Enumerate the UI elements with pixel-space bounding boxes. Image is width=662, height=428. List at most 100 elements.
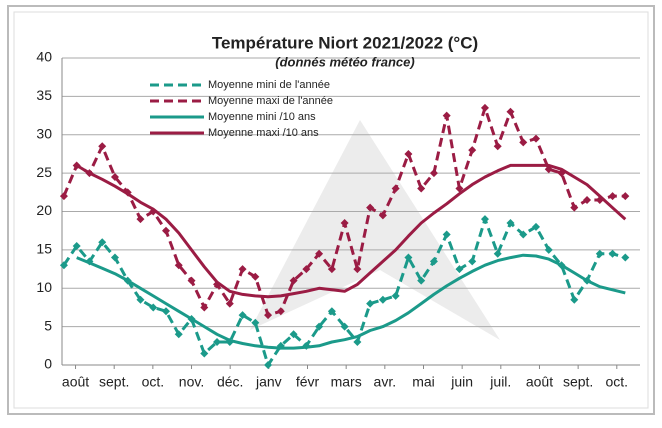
marker [340,219,349,228]
marker [519,230,528,239]
marker [98,238,107,247]
marker [544,245,553,254]
marker [468,146,477,155]
marker [519,138,528,147]
x-tick-label: juin [450,374,473,390]
x-tick-label: avr. [374,374,397,390]
marker [417,276,426,285]
x-tick-label: mars [331,374,362,390]
marker [429,169,438,178]
marker [264,361,273,369]
x-tick-label: oct. [142,374,165,390]
grid: 0 5 10 15 20 25 30 35 40 août sept. oct. nov. déc. jan… [36,49,640,390]
y-tick-label: 0 [44,356,52,372]
x-tick-label: févr [296,374,320,390]
marker [276,307,285,316]
marker [136,215,145,224]
marker [404,253,413,262]
marker [289,276,298,285]
marker [200,349,209,358]
marker [353,265,362,274]
marker [378,295,387,304]
x-tick-label: juil. [489,374,511,390]
marker [136,295,145,304]
marker [480,215,489,224]
marker [302,265,311,274]
marker [238,265,247,274]
marker [595,249,604,258]
marker [417,184,426,193]
marker [531,134,540,143]
marker [200,303,209,312]
marker [570,295,579,304]
marker [442,111,451,120]
marker [238,311,247,320]
y-tick-label: 5 [44,317,52,333]
marker [225,299,234,308]
marker [506,107,515,116]
y-tick-label: 10 [36,279,52,295]
x-tick-label: août [62,374,89,390]
marker [264,311,273,320]
marker [187,276,196,285]
marker [315,249,324,258]
chart-title: Température Niort 2021/2022 (°C) [212,33,478,52]
marker [149,303,158,312]
y-tick-label: 20 [36,202,52,218]
y-tick-label: 25 [36,164,52,180]
legend-label: Moyenne mini /10 ans [208,111,316,123]
inner-frame [13,11,649,409]
marker [506,219,515,228]
y-tick-label: 15 [36,241,52,257]
marker [174,261,183,270]
x-tick-label: mai [412,374,435,390]
marker [455,184,464,193]
chart-subtitle: (donnés météo france) [275,54,414,69]
marker [251,272,260,281]
y-tick-label: 40 [36,49,52,65]
marker [493,142,502,151]
marker [72,242,81,251]
marker [429,257,438,266]
watermark [250,120,500,340]
marker [289,330,298,339]
marker [583,195,592,204]
marker [455,265,464,274]
marker [366,203,375,212]
marker [608,249,617,258]
marker [327,307,336,316]
marker [391,291,400,300]
x-tick-label: déc. [217,374,243,390]
plot [59,103,630,369]
marker [315,322,324,331]
marker [621,192,630,201]
legend: Moyenne mini de l'année Moyenne maxi de l… [150,79,333,139]
marker [110,253,119,262]
marker [98,142,107,151]
marker [251,318,260,327]
y-tick-label: 30 [36,125,52,141]
marker [493,249,502,258]
marker [621,253,630,262]
dashed-line [62,217,626,367]
line [76,253,626,350]
marker [531,222,540,231]
marker [570,203,579,212]
x-tick-label: sept. [563,374,593,390]
marker [442,230,451,239]
x-tick-label: nov. [179,374,204,390]
marker [404,149,413,158]
marker [366,299,375,308]
legend-label: Moyenne maxi de l'année [208,95,333,107]
x-tick-label: janv [255,374,282,390]
x-tick-label: sept. [99,374,129,390]
line [75,163,627,299]
marker [213,337,222,346]
legend-label: Moyenne maxi /10 ans [208,127,319,139]
marker [59,192,68,201]
marker [162,307,171,316]
x-tick-label: août [526,374,553,390]
marker [59,261,68,270]
